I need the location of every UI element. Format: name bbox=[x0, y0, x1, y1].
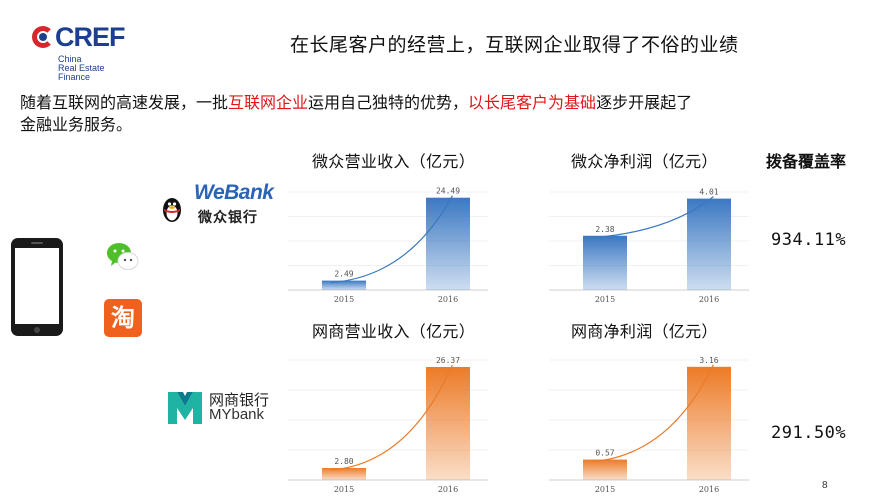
penguin-icon bbox=[163, 198, 181, 222]
webank-logo-cn: 微众银行 bbox=[198, 210, 258, 226]
trend-line bbox=[591, 196, 714, 239]
page-number: 8 bbox=[822, 480, 828, 491]
data-label: 4.01 bbox=[699, 188, 718, 197]
wechat-icon bbox=[107, 243, 139, 270]
coverage-title: 拨备覆盖率 bbox=[766, 152, 847, 171]
cref-sub-line: Real Estate bbox=[58, 63, 105, 73]
bar-2015 bbox=[322, 280, 366, 290]
intro-text: 金融业务服务。 bbox=[20, 115, 133, 134]
data-label: 2.49 bbox=[334, 270, 353, 279]
slide-title: 在长尾客户的经营上，互联网企业取得了不俗的业绩 bbox=[290, 34, 739, 56]
x-tick-label: 2015 bbox=[334, 485, 354, 494]
chart-title-webank-revenue: 微众营业收入（亿元） bbox=[312, 152, 476, 171]
intro-paragraph: 随着互联网的高速发展，一批互联网企业运用自己独特的优势，以长尾客户为基础逐步开展… bbox=[20, 92, 850, 136]
x-tick-label: 2015 bbox=[334, 295, 354, 304]
chart-title-webank-profit: 微众净利润（亿元） bbox=[571, 152, 718, 171]
data-label: 2.38 bbox=[595, 225, 614, 234]
bar-2016 bbox=[426, 197, 470, 290]
webank-logo-text: WeBank bbox=[194, 181, 274, 204]
intro-text: 随着互联网的高速发展，一批 bbox=[20, 93, 229, 112]
cref-logo-mark bbox=[32, 26, 54, 48]
trend-line bbox=[330, 364, 453, 471]
data-label: 26.37 bbox=[436, 356, 460, 365]
data-label: 0.57 bbox=[595, 449, 614, 458]
webank-revenue-chart: 2.49 2015 24.49 2016 bbox=[288, 187, 488, 304]
bar-2015 bbox=[583, 235, 627, 290]
cref-logo-text: CREF bbox=[55, 22, 125, 52]
coverage-mybank: 291.50% bbox=[771, 423, 847, 443]
mybank-logo-en: MYbank bbox=[209, 406, 265, 423]
bar-2015 bbox=[322, 468, 366, 480]
data-label: 24.49 bbox=[436, 187, 460, 196]
x-tick-label: 2016 bbox=[699, 295, 719, 304]
bar-2016 bbox=[426, 366, 470, 480]
chart-title-mybank-profit: 网商净利润（亿元） bbox=[571, 322, 718, 341]
taobao-icon: 淘 bbox=[104, 299, 142, 337]
trend-line bbox=[591, 364, 714, 463]
chart-title-mybank-revenue: 网商营业收入（亿元） bbox=[312, 322, 476, 341]
intro-highlight: 互联网企业 bbox=[228, 93, 309, 112]
data-label: 3.16 bbox=[699, 356, 718, 365]
x-tick-label: 2015 bbox=[595, 485, 615, 494]
bar-2016 bbox=[687, 198, 731, 290]
cref-logo: CREF bbox=[32, 22, 125, 53]
mybank-logo-cn: 网商银行 bbox=[209, 391, 270, 409]
bar-2015 bbox=[583, 459, 627, 480]
coverage-webank: 934.11% bbox=[771, 230, 847, 250]
cref-logo-subtitle: China Real Estate Finance bbox=[58, 55, 105, 82]
intro-text: 逐步开展起了 bbox=[596, 93, 693, 112]
mybank-profit-chart: 0.57 2015 3.16 2016 bbox=[549, 356, 749, 494]
x-tick-label: 2016 bbox=[438, 485, 458, 494]
cref-sub-line: China bbox=[58, 54, 82, 64]
x-tick-label: 2016 bbox=[438, 295, 458, 304]
intro-text: 运用自己独特的优势， bbox=[308, 93, 469, 112]
trend-line bbox=[330, 195, 453, 284]
smartphone-icon bbox=[11, 238, 63, 336]
x-tick-label: 2016 bbox=[699, 485, 719, 494]
mybank-mark-icon bbox=[168, 392, 202, 424]
x-tick-label: 2015 bbox=[595, 295, 615, 304]
mybank-revenue-chart: 2.80 2015 26.37 2016 bbox=[288, 356, 488, 494]
cref-sub-line: Finance bbox=[58, 72, 91, 82]
bar-2016 bbox=[687, 366, 731, 480]
webank-profit-chart: 2.38 2015 4.01 2016 bbox=[549, 188, 749, 304]
data-label: 2.80 bbox=[334, 457, 353, 466]
intro-highlight: 以长尾客户为基础 bbox=[468, 93, 597, 112]
